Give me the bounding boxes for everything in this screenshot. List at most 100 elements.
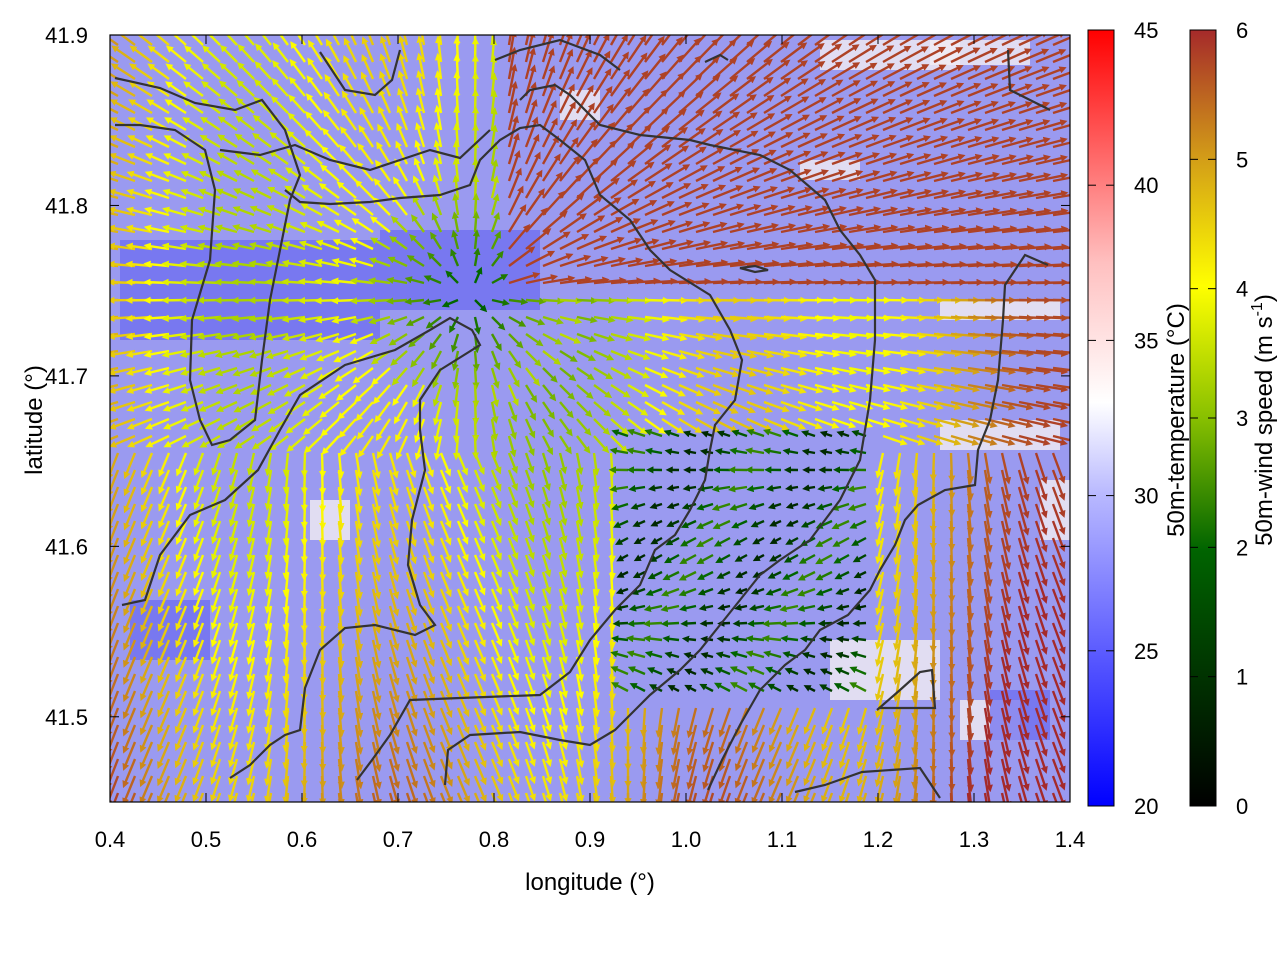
wind-vector (611, 635, 629, 643)
wind-vector (575, 67, 593, 97)
wind-vector (126, 153, 153, 166)
heatmap-cell (310, 500, 350, 540)
wind-vector (524, 35, 530, 46)
wind-vector (215, 206, 238, 217)
wind-vector (250, 187, 272, 200)
wind-vector (1001, 83, 1033, 98)
wind-vector (967, 136, 1000, 149)
wind-vector (231, 278, 255, 286)
wind-vector (472, 401, 480, 426)
wind-vector (1018, 83, 1050, 98)
wind-vector (746, 149, 777, 166)
wind-vector (610, 87, 632, 114)
wind-vector (202, 35, 221, 46)
wind-vector (336, 181, 357, 199)
wind-vector (559, 297, 583, 305)
wind-vector (162, 188, 187, 200)
wind-vector (932, 792, 936, 802)
wind-vector (236, 61, 255, 80)
wind-vector (1001, 66, 1033, 81)
wind-vector (780, 96, 810, 115)
wind-vector (110, 99, 136, 115)
wind-vector (378, 105, 392, 131)
wind-vector (341, 90, 358, 114)
wind-vector (144, 170, 170, 183)
wind-vector (416, 69, 426, 97)
wind-vector (661, 164, 691, 183)
colorbar-tick-label: 25 (1134, 639, 1158, 664)
wind-vector (882, 152, 915, 166)
wind-vector (731, 635, 748, 643)
wind-vector (183, 81, 204, 97)
wind-vector (661, 35, 672, 46)
wind-vector (848, 116, 880, 132)
wind-vector (541, 100, 557, 131)
wind-vector (950, 47, 981, 64)
wind-vector (592, 68, 612, 97)
wind-vector (1052, 71, 1070, 81)
wind-vector (950, 65, 981, 81)
wind-vector (361, 36, 375, 63)
wind-vector (524, 98, 538, 131)
wind-vector (196, 314, 221, 322)
wind-vector (1018, 119, 1051, 132)
wind-vector (984, 154, 1017, 166)
wind-vector (359, 106, 375, 131)
wind-vector (558, 101, 576, 131)
wind-vector (128, 81, 153, 98)
wind-vector (472, 350, 480, 372)
wind-vector (433, 156, 443, 182)
wind-vector (575, 49, 592, 80)
wind-vector (950, 171, 983, 183)
wind-vector (234, 133, 255, 148)
wind-vector (933, 118, 965, 132)
wind-vector (1001, 172, 1035, 183)
wind-vector (967, 189, 1001, 200)
wind-vector (386, 297, 408, 305)
wind-vector (202, 45, 221, 63)
wind-vector (695, 110, 723, 131)
wind-vector (288, 76, 306, 97)
wind-vector (252, 132, 272, 148)
wind-vector (558, 48, 574, 80)
wind-vector (899, 206, 933, 217)
wind-vector (933, 64, 964, 81)
wind-vector (984, 83, 1016, 98)
wind-vector (695, 184, 727, 200)
wind-vector (831, 98, 862, 115)
wind-vector (797, 133, 828, 149)
wind-vector (472, 140, 480, 165)
wind-vector (610, 179, 639, 199)
wind-vector (318, 182, 340, 199)
colorbar-tick-label: 6 (1236, 18, 1248, 43)
wind-vector (146, 99, 170, 115)
wind-vector (780, 186, 813, 200)
wind-vector (395, 140, 409, 165)
wind-vector (541, 47, 555, 80)
wind-vector (232, 206, 255, 217)
wind-vector (814, 151, 846, 166)
wind-vector (627, 52, 648, 80)
wind-vector (304, 129, 323, 148)
wind-vector (644, 35, 654, 46)
wind-vector (252, 114, 272, 131)
wind-vector (831, 80, 861, 98)
wind-vector (712, 185, 744, 200)
wind-vector (814, 97, 845, 115)
x-tick-label: 0.6 (287, 827, 318, 852)
wind-vector (1018, 136, 1051, 149)
wind-vector (712, 148, 742, 166)
wind-vector (831, 205, 865, 217)
wind-vector (797, 43, 825, 63)
wind-vector (397, 52, 409, 80)
wind-vector (1035, 119, 1068, 132)
wind-vector (166, 35, 187, 46)
wind-vector (340, 108, 357, 131)
wind-vector (472, 211, 480, 233)
wind-vector (236, 79, 255, 97)
wind-vector (413, 175, 426, 199)
wind-vector (269, 131, 289, 148)
wind-vector (322, 109, 340, 131)
wind-vector (290, 41, 306, 63)
wind-vector (984, 207, 1018, 217)
